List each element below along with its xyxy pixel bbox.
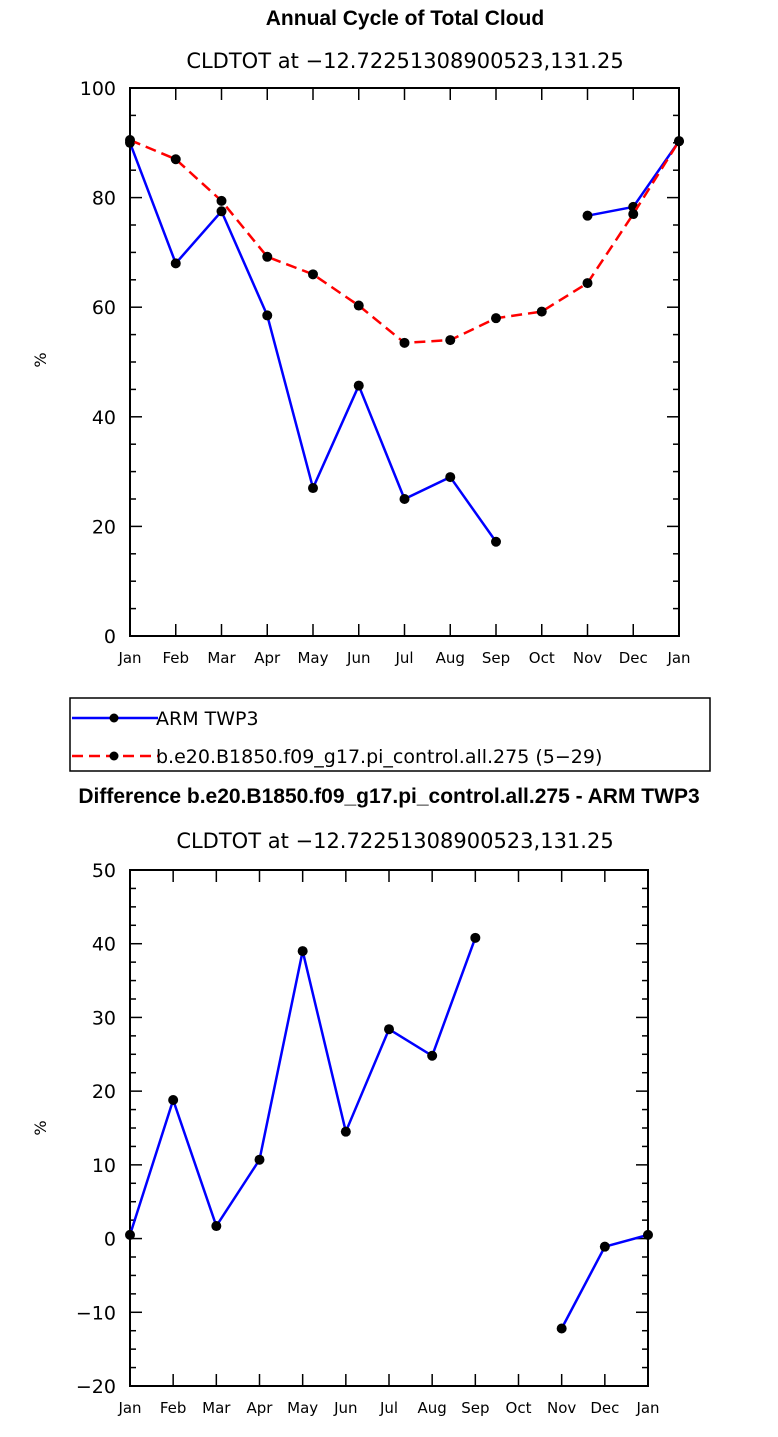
chart2-x-tick-label: Oct <box>506 1399 532 1417</box>
chart1-y-tick-label: 0 <box>104 626 116 648</box>
chart2-x-tick-label: Feb <box>160 1399 187 1417</box>
chart2-x-tick-label: Jan <box>635 1399 659 1417</box>
chart2-x-tick-label: Jan <box>117 1399 141 1417</box>
chart1-title: Annual Cycle of Total Cloud <box>266 7 544 30</box>
chart2-y-tick-label: 30 <box>92 1007 116 1029</box>
chart2-y-tick-label: 0 <box>104 1229 116 1251</box>
chart1-x-tick-label: Dec <box>619 649 648 667</box>
chart2-title: Difference b.e20.B1850.f09_g17.pi_contro… <box>78 785 699 808</box>
chart1-y-tick-label: 40 <box>92 407 116 429</box>
chart1-series-1-point <box>674 136 684 147</box>
chart2-x-tick-label: Sep <box>461 1399 489 1417</box>
chart1-series-1-point <box>628 209 639 220</box>
chart1-series-0-point <box>491 536 501 547</box>
chart2-x-tick-label: Aug <box>418 1399 447 1417</box>
chart1-series-0-point <box>445 472 456 483</box>
chart2-y-tick-label: 40 <box>92 934 116 956</box>
chart1-series-0-line <box>128 142 498 543</box>
chart1-series-0-point <box>262 310 273 321</box>
chart2-series-0-point <box>556 1323 567 1334</box>
chart1-series-1-point <box>262 251 273 262</box>
chart1-x-tick-label: Mar <box>207 649 236 667</box>
chart1-series-0-point <box>170 258 181 269</box>
chart2-series-0-line <box>128 937 477 1236</box>
chart1-x-tick-label: Jul <box>394 649 413 667</box>
chart1-x-tick-label: Feb <box>162 649 189 667</box>
chart1-series-0-point <box>308 483 318 494</box>
chart1-y-tick-label: 60 <box>92 297 116 319</box>
chart2-x-tick-label: May <box>287 1399 318 1417</box>
chart2-series-0-point <box>384 1024 394 1035</box>
chart2-y-tick-label: 50 <box>92 860 116 882</box>
chart2-x-tick-label: Dec <box>590 1399 619 1417</box>
chart1-x-tick-label: Aug <box>436 649 465 667</box>
chart2-subtitle: CLDTOT at −12.72251308900523,131.25 <box>176 829 613 853</box>
chart2-series-0-point <box>599 1241 610 1252</box>
legend-label-model: b.e20.B1850.f09_g17.pi_control.all.275 (… <box>156 746 602 768</box>
legend-box <box>69 697 711 772</box>
chart1-series-1-point <box>491 313 501 324</box>
chart2-x-tick-label: Jul <box>379 1399 398 1417</box>
chart1-x-tick-label: Nov <box>573 649 602 667</box>
chart2-series-0-point <box>297 946 308 957</box>
legend-marker-model <box>109 751 119 761</box>
chart1-y-tick-label: 100 <box>80 78 116 100</box>
chart1-series-0-point <box>216 206 227 217</box>
chart2-series-0-point <box>168 1094 179 1105</box>
legend: ARM TWP3 b.e20.B1850.f09_g17.pi_control.… <box>69 697 711 772</box>
chart1-plot-area: Jan Feb Mar Apr May Jun Jul Aug Sep Oct Nov Dec Jan0… <box>80 78 691 667</box>
chart1-series-1-point <box>308 269 318 280</box>
chart1-series-1-point <box>399 337 410 348</box>
chart1-series-1-point <box>445 335 456 346</box>
chart2-x-tick-label: Nov <box>547 1399 576 1417</box>
chart2-series-0-point <box>643 1229 653 1240</box>
chart1-series-1-point <box>125 135 135 146</box>
chart1-y-tick-label: 80 <box>92 188 116 210</box>
chart1-series-1-point <box>582 278 593 289</box>
chart1-series-1-point <box>170 154 181 165</box>
chart2-series-0-point <box>470 932 481 943</box>
chart2-x-tick-label: Apr <box>247 1399 274 1417</box>
chart2-y-tick-label: 10 <box>92 1155 116 1177</box>
chart1-series-1-point <box>353 300 364 311</box>
chart2-x-tick-label: Jun <box>333 1399 357 1417</box>
chart2-y-axis-label: % <box>31 1120 50 1135</box>
chart1-series-0-point <box>353 380 364 391</box>
chart2-series-0-point <box>427 1050 438 1061</box>
chart1-x-tick-label: Apr <box>254 649 281 667</box>
chart1-x-tick-label: Jun <box>346 649 370 667</box>
chart1-series-0-point <box>582 210 593 221</box>
chart1-series-1-line <box>129 138 681 345</box>
chart1-series-0-point <box>399 494 410 504</box>
chart2-series-0-point <box>125 1229 135 1240</box>
chart2-plot-area: Jan Feb Mar Apr May Jun Jul Aug Sep Oct Nov Dec Jan−… <box>76 860 660 1417</box>
chart2-y-tick-label: −20 <box>76 1376 116 1398</box>
chart1-subtitle: CLDTOT at −12.72251308900523,131.25 <box>186 49 623 73</box>
chart1-series-1-point <box>216 195 227 206</box>
chart1-series-1-point <box>536 306 547 317</box>
chart1-x-tick-label: Jan <box>117 649 141 667</box>
chart2-y-tick-label: 20 <box>92 1081 116 1103</box>
chart2-series-0-point <box>254 1154 265 1165</box>
chart1-x-tick-label: Oct <box>529 649 555 667</box>
chart2-y-tick-label: −10 <box>76 1302 116 1324</box>
legend-label-arm: ARM TWP3 <box>156 708 259 730</box>
chart1-y-tick-label: 20 <box>92 516 116 538</box>
chart2-x-tick-label: Mar <box>202 1399 231 1417</box>
chart1-x-tick-label: Jan <box>666 649 690 667</box>
chart1-x-tick-label: May <box>297 649 328 667</box>
chart2-series-0-point <box>211 1221 222 1232</box>
legend-marker-arm <box>109 713 119 723</box>
chart2-frame <box>129 869 649 1387</box>
chart1-x-tick-label: Sep <box>482 649 510 667</box>
chart1-frame <box>129 87 680 637</box>
chart2-series-0-point <box>340 1126 351 1137</box>
chart1-y-axis-label: % <box>31 352 50 367</box>
